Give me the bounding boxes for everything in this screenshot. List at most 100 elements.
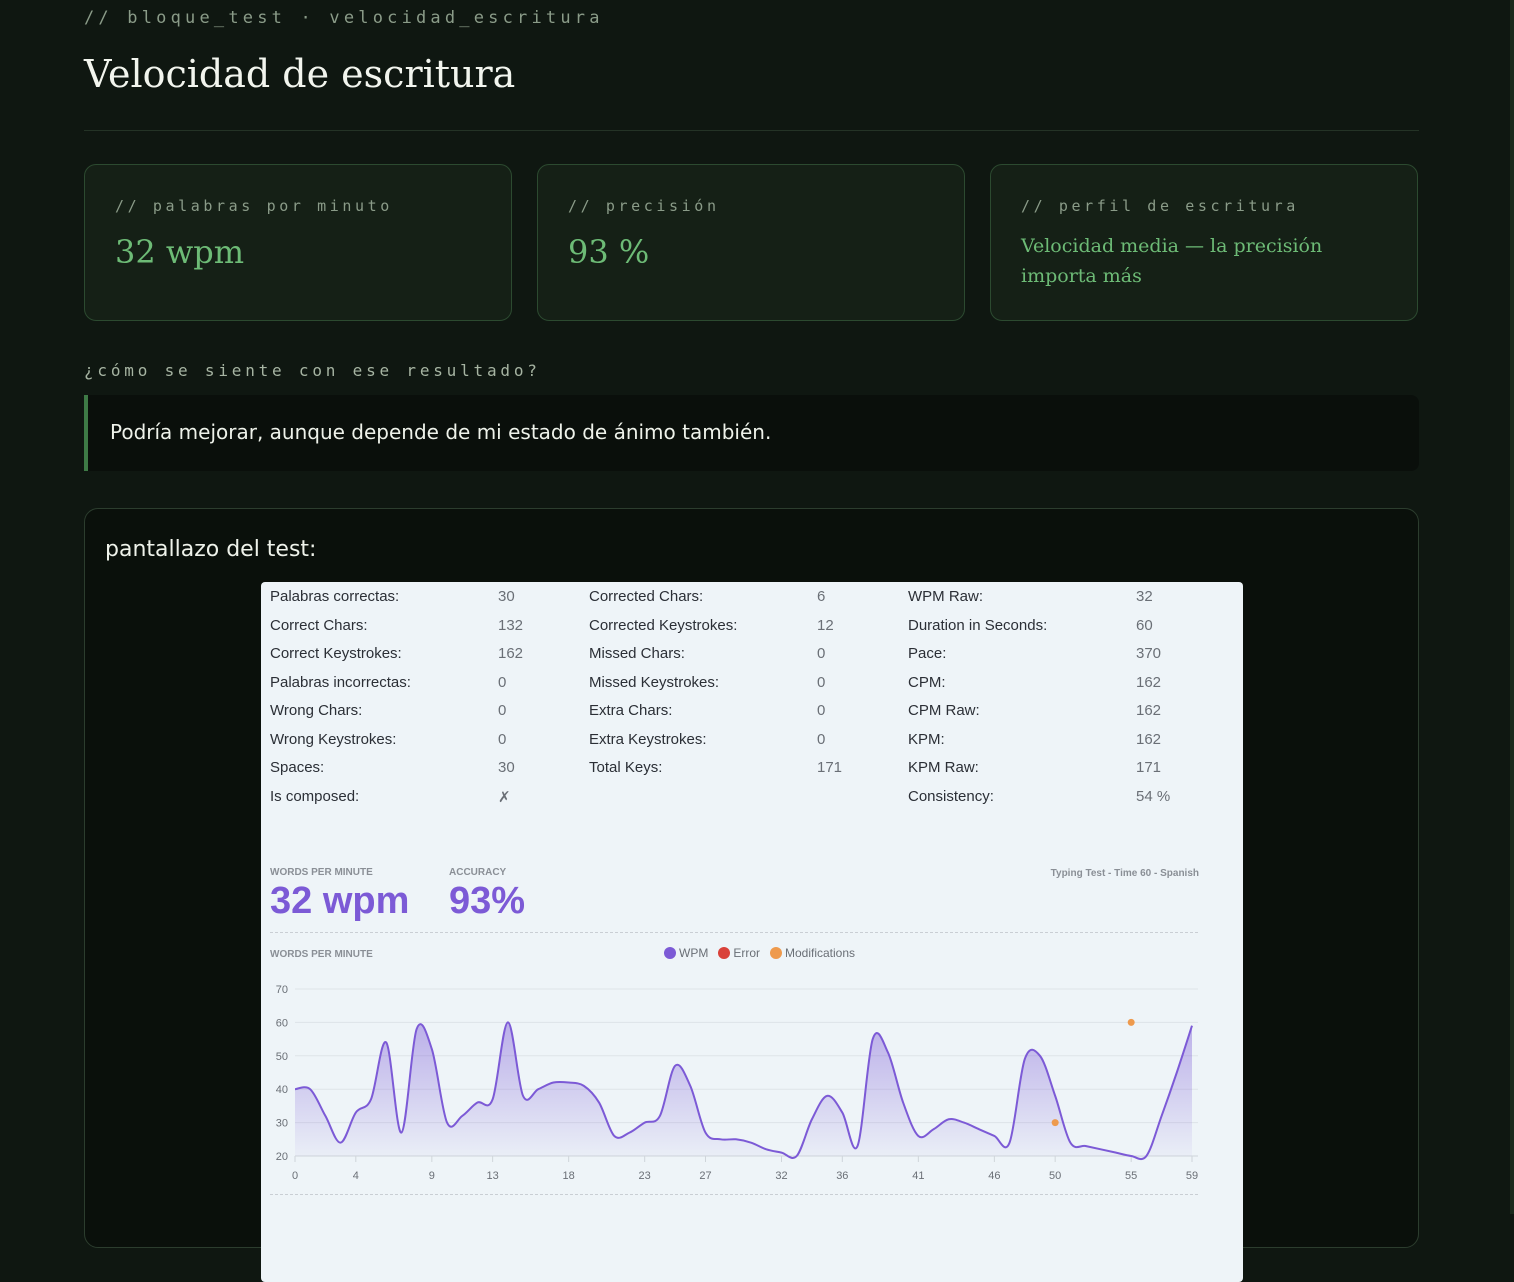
legend-error: Error — [718, 946, 760, 960]
stat-value: 0 — [817, 730, 826, 748]
stat-value: 30 — [498, 759, 515, 776]
stat-value: 6 — [817, 588, 826, 605]
stat-key: Consistency: — [908, 787, 994, 805]
stat-value: 162 — [1136, 702, 1162, 719]
accuracy-card-value: 93 % — [568, 233, 650, 271]
x-tick-label: 13 — [487, 1170, 499, 1182]
stat-key: Missed Keystrokes: — [589, 673, 720, 691]
stats-column-2: Corrected Chars: 6 Corrected Keystrokes: 12… — [589, 588, 889, 788]
profile-card-label: // perfil de escritura — [1021, 197, 1299, 215]
x-tick-label: 18 — [563, 1170, 575, 1182]
stat-row: KPM Raw: 171 — [908, 759, 1208, 788]
modification-point — [1051, 1119, 1059, 1127]
chart-legend: WPM Error Modifications — [664, 946, 865, 960]
wpm-card-label: // palabras por minuto — [115, 197, 393, 215]
modification-point — [1127, 1018, 1135, 1026]
y-tick-label: 70 — [276, 984, 288, 996]
stat-value: 162 — [1136, 673, 1162, 691]
stat-row: Correct Keystrokes: 162 — [270, 645, 570, 674]
chart-divider — [270, 1194, 1198, 1195]
window-edge — [1510, 0, 1514, 1214]
stat-row: Consistency: 54 % — [908, 788, 1208, 817]
y-tick-label: 40 — [276, 1084, 288, 1096]
profile-card-value: Velocidad media — la precisión importa m… — [1021, 235, 1323, 287]
stat-row: Corrected Chars: 6 — [589, 588, 889, 617]
wpm-summary-label: WORDS PER MINUTE — [270, 867, 373, 878]
stat-key: Spaces: — [270, 759, 325, 776]
stat-key: Extra Chars: — [589, 702, 673, 719]
screenshot-label: pantallazo del test: — [105, 537, 317, 562]
test-info: Typing Test - Time 60 - Spanish — [1050, 868, 1199, 879]
stat-row: CPM: 162 — [908, 674, 1208, 703]
x-tick-label: 50 — [1049, 1170, 1061, 1182]
x-tick-label: 36 — [836, 1170, 848, 1182]
stat-key: Palabras correctas: — [270, 588, 400, 605]
stat-key: CPM Raw: — [908, 702, 980, 719]
stat-value: 0 — [498, 702, 507, 719]
x-tick-label: 46 — [988, 1170, 1000, 1182]
y-tick-label: 20 — [276, 1151, 288, 1163]
x-tick-label: 41 — [912, 1170, 924, 1182]
stat-value: 0 — [498, 730, 507, 748]
stat-value: 60 — [1136, 616, 1153, 634]
stat-value: 132 — [498, 616, 524, 634]
stat-value: 32 — [1136, 588, 1153, 605]
stat-value: 370 — [1136, 645, 1162, 662]
stat-key: Total Keys: — [589, 759, 663, 776]
stat-key: Missed Chars: — [589, 645, 685, 662]
stat-row: Missed Chars: 0 — [589, 645, 889, 674]
stat-row: Extra Keystrokes: 0 — [589, 731, 889, 760]
stat-value: ✗ — [498, 788, 511, 806]
stat-key: Correct Keystrokes: — [270, 645, 402, 662]
profile-card: // perfil de escritura Velocidad media —… — [990, 164, 1418, 321]
answer-quote: Podría mejorar, aunque depende de mi est… — [84, 395, 1419, 471]
x-tick-label: 4 — [353, 1170, 359, 1182]
stat-value: 162 — [1136, 730, 1162, 748]
stat-value: 162 — [498, 645, 524, 662]
stat-row: Pace: 370 — [908, 645, 1208, 674]
x-tick-label: 59 — [1186, 1170, 1198, 1182]
stat-key: CPM: — [908, 673, 946, 691]
accuracy-summary-value: 93% — [449, 880, 526, 922]
stat-row: CPM Raw: 162 — [908, 702, 1208, 731]
stat-key: Correct Chars: — [270, 616, 368, 634]
stat-value: 0 — [817, 645, 826, 662]
stat-value: 30 — [498, 588, 515, 605]
stat-row: Corrected Keystrokes: 12 — [589, 617, 889, 646]
stats-column-3: WPM Raw: 32 Duration in Seconds: 60 Pace: 370… — [908, 588, 1208, 816]
x-tick-label: 55 — [1125, 1170, 1137, 1182]
stat-key: Corrected Chars: — [589, 588, 704, 605]
stat-row: Wrong Chars: 0 — [270, 702, 570, 731]
stat-key: Wrong Chars: — [270, 702, 363, 719]
stat-key: Pace: — [908, 645, 947, 662]
stat-value: 12 — [817, 616, 834, 634]
stat-value: 171 — [817, 759, 843, 776]
question-label: ¿cómo se siente con ese resultado? — [84, 361, 541, 380]
chart-title: WORDS PER MINUTE — [270, 949, 373, 960]
accuracy-summary-label: ACCURACY — [449, 867, 507, 878]
stat-row: Correct Chars: 132 — [270, 617, 570, 646]
stat-key: WPM Raw: — [908, 588, 983, 605]
stat-key: Duration in Seconds: — [908, 616, 1048, 634]
legend-modifications-dot — [770, 947, 782, 959]
stat-row: Wrong Keystrokes: 0 — [270, 731, 570, 760]
stat-row: Palabras incorrectas: 0 — [270, 674, 570, 703]
x-tick-label: 9 — [429, 1170, 435, 1182]
stat-key: Palabras incorrectas: — [270, 673, 411, 691]
wpm-chart: 20 30 40 50 60 70 0 4 9 13 18 23 27 32 36 41 46 50 55 59 — [276, 984, 1198, 1182]
legend-error-label: Error — [733, 946, 760, 960]
stat-key: Extra Keystrokes: — [589, 730, 707, 748]
stat-value: 0 — [817, 702, 826, 719]
stat-row: WPM Raw: 32 — [908, 588, 1208, 617]
stat-value: 0 — [817, 673, 826, 691]
x-tick-label: 27 — [699, 1170, 711, 1182]
legend-wpm-dot — [664, 947, 676, 959]
legend-modifications-label: Modifications — [785, 946, 856, 960]
legend-error-dot — [718, 947, 731, 959]
y-tick-label: 50 — [276, 1051, 288, 1063]
legend-wpm-label: WPM — [679, 946, 709, 960]
test-screenshot: Palabras correctas: 30 Correct Chars: 132 Co… — [261, 582, 1243, 1282]
legend-modifications: Modifications — [770, 946, 855, 960]
legend-wpm: WPM — [664, 946, 708, 960]
y-tick-label: 60 — [276, 1017, 288, 1029]
